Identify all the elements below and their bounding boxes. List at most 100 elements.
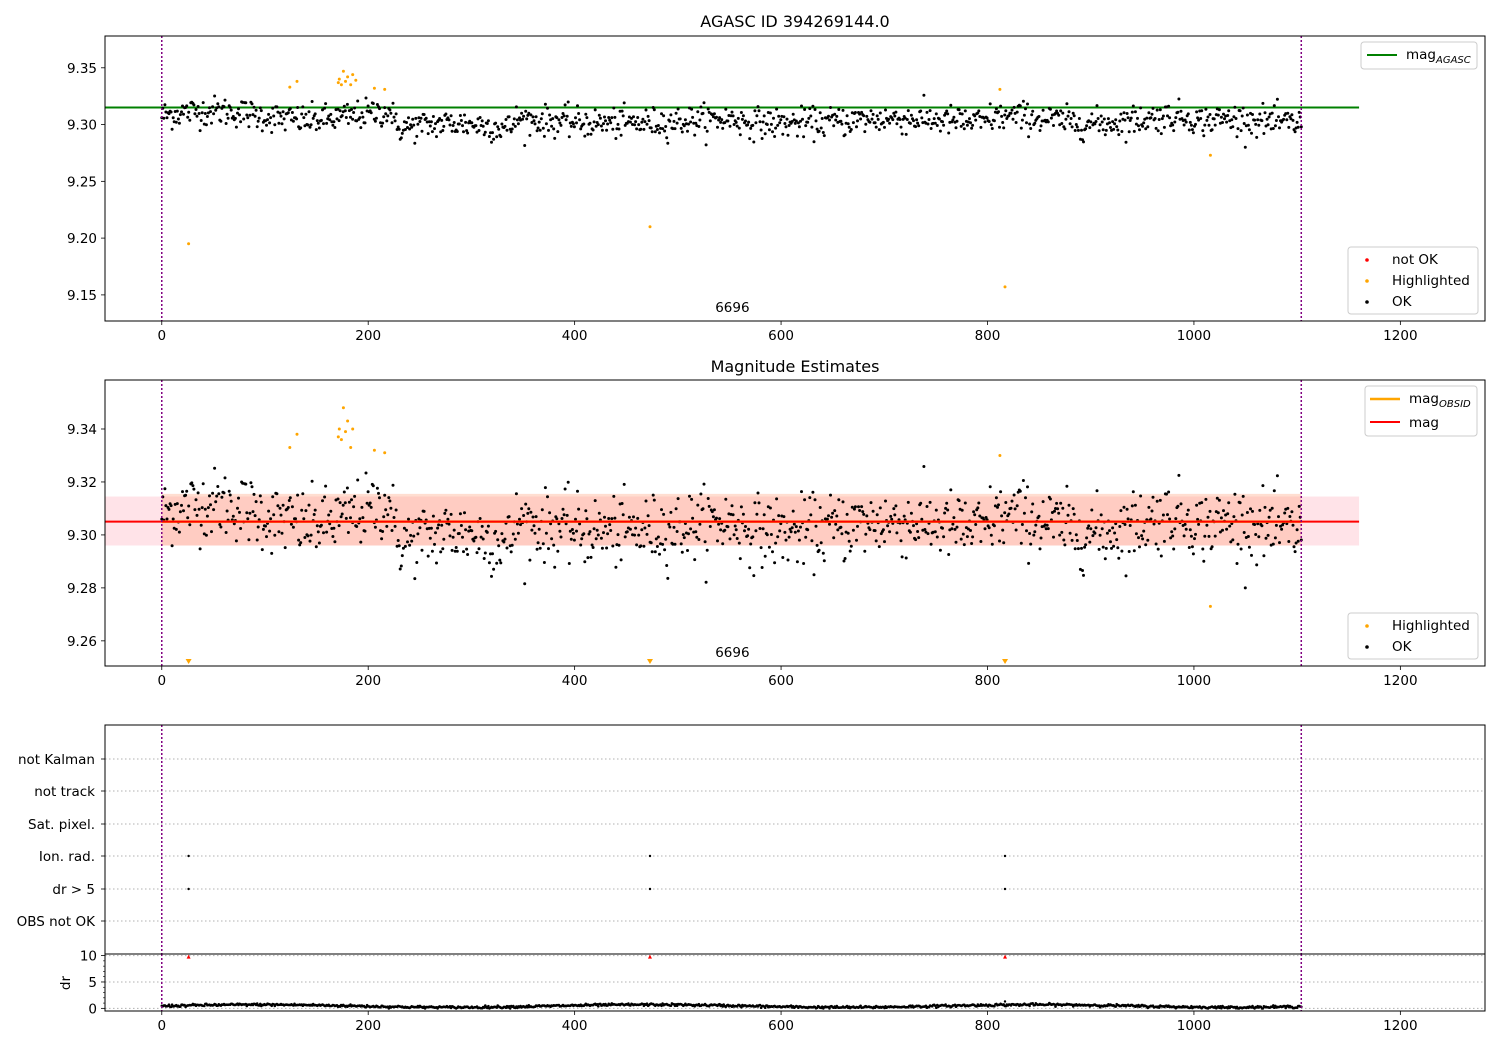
- ok-point: [1291, 118, 1295, 122]
- ok-point: [403, 544, 407, 548]
- ok-point: [645, 532, 649, 536]
- ok-point: [1189, 534, 1193, 538]
- ok-point: [821, 551, 825, 555]
- ok-point: [1219, 516, 1223, 520]
- ok-point: [1087, 524, 1091, 528]
- legend-label-highlighted: Highlighted: [1392, 273, 1470, 289]
- ok-point: [417, 517, 421, 521]
- ok-point: [971, 535, 975, 539]
- ok-point: [200, 506, 204, 510]
- ok-point: [1033, 121, 1037, 125]
- ok-point: [339, 515, 343, 519]
- ok-point: [796, 529, 800, 533]
- ok-point: [247, 125, 251, 129]
- ok-point: [960, 112, 964, 116]
- agasc-plot-area: [105, 36, 1360, 321]
- ok-point: [1294, 541, 1298, 545]
- ok-point: [947, 553, 951, 556]
- ok-point: [955, 119, 959, 123]
- ok-point: [813, 108, 817, 111]
- ok-point: [1055, 109, 1059, 113]
- ok-point: [277, 121, 281, 125]
- ok-point: [687, 122, 690, 126]
- ok-point: [605, 128, 609, 132]
- ok-point: [1200, 501, 1204, 505]
- ok-point: [777, 114, 781, 118]
- ok-point: [1104, 128, 1108, 132]
- ok-point: [355, 119, 359, 123]
- ok-point: [1030, 510, 1034, 514]
- ok-point: [668, 119, 672, 123]
- ok-point: [400, 131, 404, 135]
- ok-point: [275, 492, 279, 496]
- ok-point: [812, 140, 816, 144]
- ok-point: [569, 537, 573, 541]
- ok-point: [1086, 526, 1090, 530]
- dr-clipped-marker: [647, 954, 652, 959]
- ok-point: [1003, 511, 1007, 515]
- ok-point: [332, 526, 336, 530]
- ok-point: [296, 493, 300, 497]
- ok-point: [1018, 489, 1022, 493]
- ok-point: [416, 122, 420, 126]
- ok-point: [482, 133, 486, 137]
- ok-point: [1185, 513, 1189, 516]
- ok-point: [914, 538, 918, 542]
- ok-point: [1286, 506, 1290, 510]
- ok-point: [321, 108, 324, 112]
- ok-point: [663, 548, 667, 552]
- highlighted-point: [349, 83, 353, 87]
- ok-point: [197, 507, 201, 511]
- ok-point: [593, 108, 597, 112]
- ok-point: [1197, 522, 1201, 526]
- ok-point: [466, 131, 470, 135]
- ok-point: [647, 119, 651, 123]
- ok-point: [406, 126, 409, 129]
- ok-point: [1026, 102, 1029, 106]
- flag-row-label: OBS not OK: [17, 914, 97, 930]
- ok-point: [251, 113, 255, 117]
- ok-point: [1177, 97, 1181, 101]
- ok-point: [1255, 563, 1259, 567]
- ok-point: [1030, 113, 1034, 117]
- ok-point: [239, 120, 243, 124]
- flag-point: [187, 854, 190, 858]
- ok-point: [209, 503, 212, 507]
- ok-point: [426, 132, 430, 136]
- ok-point: [632, 515, 635, 519]
- ok-point: [1292, 545, 1296, 549]
- ok-point: [225, 112, 229, 116]
- ok-point: [1262, 132, 1266, 135]
- ok-point: [1033, 530, 1037, 534]
- ok-point: [470, 121, 474, 125]
- x-tick-label: 800: [975, 673, 1001, 689]
- ok-point: [1213, 123, 1217, 127]
- ok-point: [621, 513, 625, 517]
- ok-point: [507, 115, 511, 119]
- ok-point: [1221, 528, 1224, 532]
- ok-point: [1110, 546, 1113, 550]
- ok-point: [1245, 113, 1249, 117]
- ok-point: [409, 533, 413, 537]
- ok-point: [973, 114, 977, 118]
- ok-point: [229, 499, 233, 503]
- ok-point: [535, 129, 539, 133]
- ok-point: [591, 128, 595, 132]
- ok-point: [992, 119, 996, 123]
- ok-point: [787, 535, 791, 539]
- ok-point: [827, 514, 830, 518]
- ok-point: [378, 107, 381, 111]
- ok-point: [1125, 507, 1129, 511]
- ok-point: [856, 524, 859, 528]
- ok-point: [658, 552, 661, 556]
- ok-point: [1075, 125, 1079, 129]
- ok-point: [1206, 515, 1210, 519]
- ok-point: [1118, 119, 1122, 123]
- ok-point: [541, 126, 545, 130]
- ok-point: [522, 514, 526, 517]
- ok-point: [1201, 129, 1205, 133]
- ok-point: [446, 517, 450, 521]
- ok-point: [350, 498, 353, 502]
- ok-point: [1147, 505, 1151, 509]
